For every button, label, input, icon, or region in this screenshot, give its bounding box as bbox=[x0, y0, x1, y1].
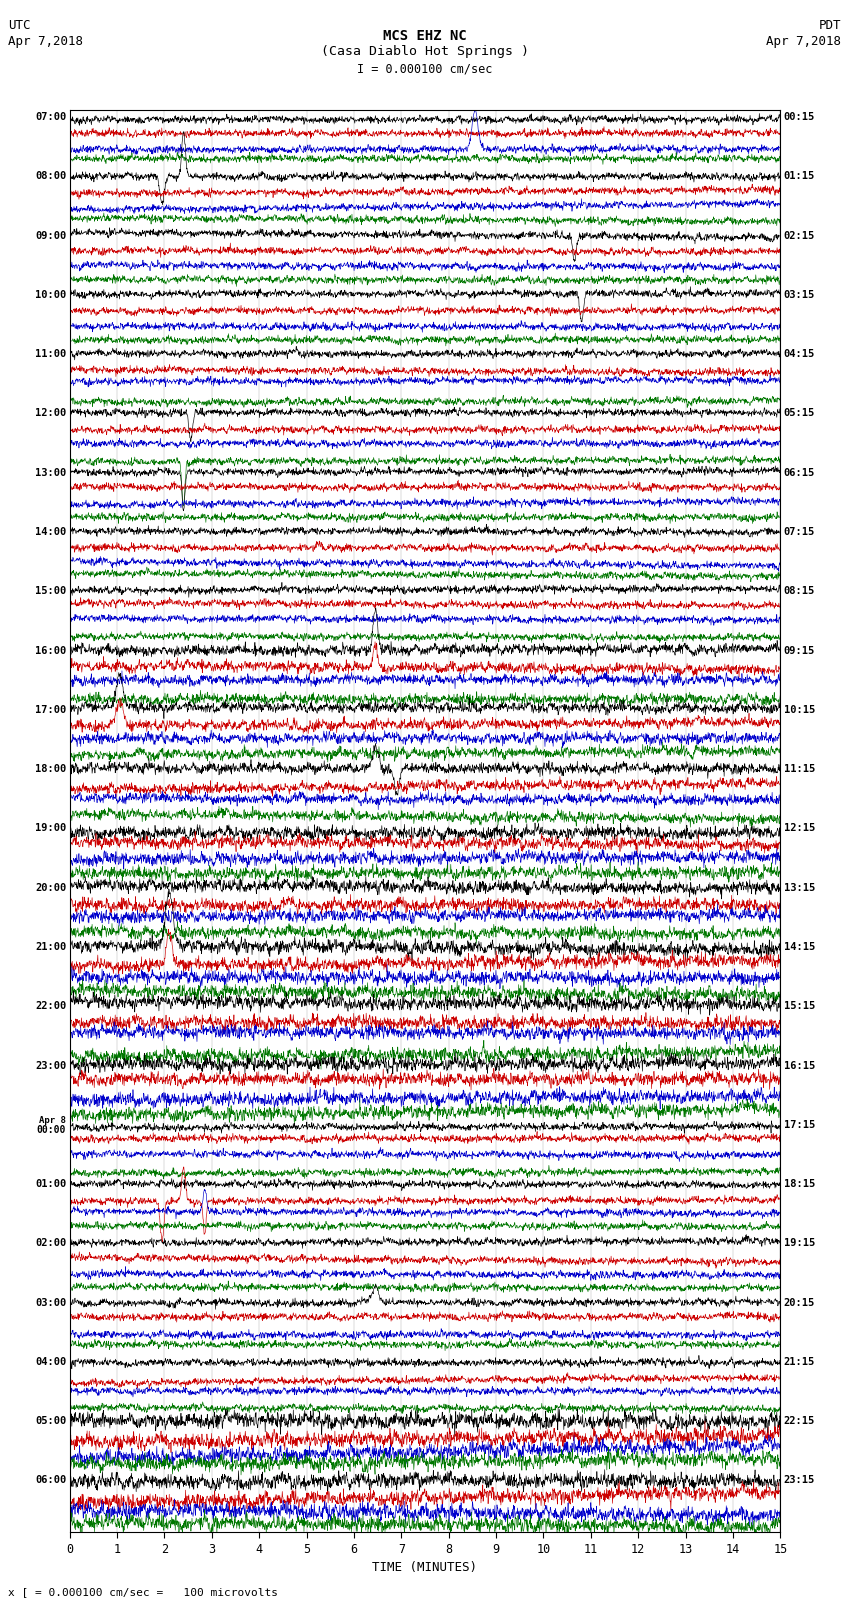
Text: 23:15: 23:15 bbox=[784, 1476, 815, 1486]
Text: PDT: PDT bbox=[819, 19, 842, 32]
Text: 19:00: 19:00 bbox=[35, 823, 66, 834]
Text: Apr 8: Apr 8 bbox=[39, 1116, 66, 1124]
Text: 00:00: 00:00 bbox=[37, 1124, 66, 1136]
Text: 01:15: 01:15 bbox=[784, 171, 815, 181]
Text: 23:00: 23:00 bbox=[35, 1060, 66, 1071]
Text: 16:15: 16:15 bbox=[784, 1060, 815, 1071]
Text: 09:15: 09:15 bbox=[784, 645, 815, 655]
Text: 09:00: 09:00 bbox=[35, 231, 66, 240]
Text: (Casa Diablo Hot Springs ): (Casa Diablo Hot Springs ) bbox=[321, 45, 529, 58]
Text: 06:15: 06:15 bbox=[784, 468, 815, 477]
Text: 04:00: 04:00 bbox=[35, 1357, 66, 1366]
Text: 02:15: 02:15 bbox=[784, 231, 815, 240]
Text: 03:00: 03:00 bbox=[35, 1297, 66, 1308]
Text: 20:00: 20:00 bbox=[35, 882, 66, 892]
Text: 20:15: 20:15 bbox=[784, 1297, 815, 1308]
Text: 11:00: 11:00 bbox=[35, 348, 66, 360]
Text: 21:15: 21:15 bbox=[784, 1357, 815, 1366]
Text: x [ = 0.000100 cm/sec =   100 microvolts: x [ = 0.000100 cm/sec = 100 microvolts bbox=[8, 1587, 279, 1597]
Text: MCS EHZ NC: MCS EHZ NC bbox=[383, 29, 467, 44]
Text: 22:00: 22:00 bbox=[35, 1002, 66, 1011]
Text: UTC: UTC bbox=[8, 19, 31, 32]
Text: 16:00: 16:00 bbox=[35, 645, 66, 655]
Text: 22:15: 22:15 bbox=[784, 1416, 815, 1426]
Text: 14:15: 14:15 bbox=[784, 942, 815, 952]
Text: Apr 7,2018: Apr 7,2018 bbox=[8, 35, 83, 48]
Text: I = 0.000100 cm/sec: I = 0.000100 cm/sec bbox=[357, 63, 493, 76]
Text: Apr 7,2018: Apr 7,2018 bbox=[767, 35, 842, 48]
Text: 12:00: 12:00 bbox=[35, 408, 66, 418]
Text: 15:00: 15:00 bbox=[35, 586, 66, 597]
Text: 15:15: 15:15 bbox=[784, 1002, 815, 1011]
Text: 21:00: 21:00 bbox=[35, 942, 66, 952]
Text: 14:00: 14:00 bbox=[35, 527, 66, 537]
Text: 18:15: 18:15 bbox=[784, 1179, 815, 1189]
Text: 10:00: 10:00 bbox=[35, 290, 66, 300]
Text: 05:15: 05:15 bbox=[784, 408, 815, 418]
Text: 00:15: 00:15 bbox=[784, 111, 815, 123]
Text: 11:15: 11:15 bbox=[784, 765, 815, 774]
Text: 12:15: 12:15 bbox=[784, 823, 815, 834]
Text: 03:15: 03:15 bbox=[784, 290, 815, 300]
Text: 07:15: 07:15 bbox=[784, 527, 815, 537]
Text: 07:00: 07:00 bbox=[35, 111, 66, 123]
Text: 17:00: 17:00 bbox=[35, 705, 66, 715]
Text: 01:00: 01:00 bbox=[35, 1179, 66, 1189]
Text: 02:00: 02:00 bbox=[35, 1239, 66, 1248]
Text: 04:15: 04:15 bbox=[784, 348, 815, 360]
Text: 05:00: 05:00 bbox=[35, 1416, 66, 1426]
Text: 13:00: 13:00 bbox=[35, 468, 66, 477]
Text: 19:15: 19:15 bbox=[784, 1239, 815, 1248]
Text: 06:00: 06:00 bbox=[35, 1476, 66, 1486]
Text: 18:00: 18:00 bbox=[35, 765, 66, 774]
X-axis label: TIME (MINUTES): TIME (MINUTES) bbox=[372, 1561, 478, 1574]
Text: 17:15: 17:15 bbox=[784, 1119, 815, 1129]
Text: 08:15: 08:15 bbox=[784, 586, 815, 597]
Text: 08:00: 08:00 bbox=[35, 171, 66, 181]
Text: 10:15: 10:15 bbox=[784, 705, 815, 715]
Text: 13:15: 13:15 bbox=[784, 882, 815, 892]
